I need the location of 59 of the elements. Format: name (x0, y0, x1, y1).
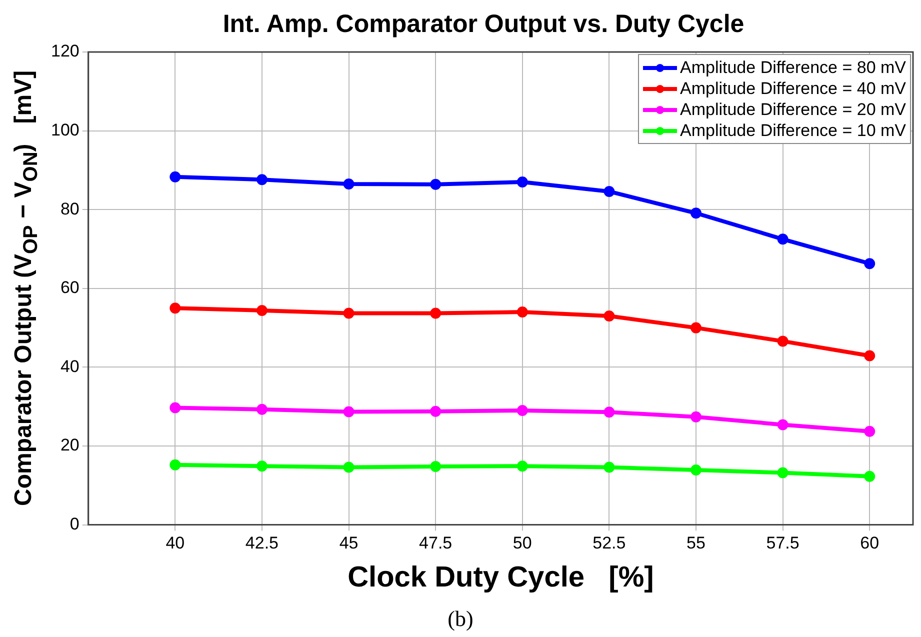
point (170, 171, 181, 182)
x-tick-label: 52.5 (592, 534, 626, 553)
point (516, 306, 528, 318)
point (256, 304, 268, 316)
point (604, 406, 615, 418)
point (430, 406, 442, 417)
y-tick-label: 60 (60, 278, 80, 298)
x-axis-title: Clock Duty Cycle [%] (348, 562, 654, 594)
x-tick-label: 55 (686, 534, 706, 553)
point (170, 302, 181, 314)
point (777, 467, 788, 478)
point (430, 308, 442, 319)
point (343, 462, 354, 473)
point (690, 464, 702, 476)
point (864, 258, 876, 270)
x-tick-label: 42.5 (245, 534, 279, 553)
point (777, 336, 788, 347)
x-tick-label: 40 (166, 534, 185, 553)
x-tick-label: 50 (512, 534, 532, 553)
legend-label: Amplitude Difference = 10 mV (680, 120, 906, 141)
text: (b) (446, 606, 474, 632)
legend-label: Amplitude Difference = 20 mV (680, 99, 906, 120)
legend-label: Amplitude Difference = 80 mV (680, 57, 906, 78)
point (516, 460, 528, 472)
y-tick-label: 20 (60, 436, 80, 455)
point (256, 174, 268, 186)
y-tick-label: 80 (60, 199, 80, 218)
y-tick-label: 40 (60, 356, 80, 376)
x-tick-label: 47.5 (419, 534, 452, 553)
x-tick-label: 45 (339, 534, 358, 553)
point (604, 186, 615, 197)
x-tick-label: 57.5 (766, 534, 800, 553)
point (690, 322, 702, 334)
point (430, 460, 442, 472)
x-tick-label: 60 (860, 534, 880, 553)
y-tick-label: 0 (70, 514, 80, 534)
point (256, 460, 268, 472)
point (170, 459, 181, 470)
point (343, 406, 354, 418)
chart-title: Int. Amp. Comparator Output vs. Duty Cycle (222, 10, 744, 38)
point (604, 462, 615, 473)
point (170, 402, 181, 414)
point (343, 308, 354, 319)
point (690, 411, 702, 422)
point (690, 208, 702, 219)
point (343, 178, 354, 190)
point (516, 405, 528, 416)
point (604, 310, 615, 322)
point (256, 404, 268, 415)
point (864, 350, 876, 362)
legend-label: Amplitude Difference = 40 mV (680, 78, 906, 99)
point (864, 470, 876, 482)
point (777, 419, 788, 430)
y-tick-label: 120 (50, 42, 80, 61)
y-tick-label: 100 (50, 120, 80, 140)
point (430, 178, 442, 190)
point (777, 234, 788, 245)
point (864, 426, 876, 437)
point (516, 176, 528, 188)
